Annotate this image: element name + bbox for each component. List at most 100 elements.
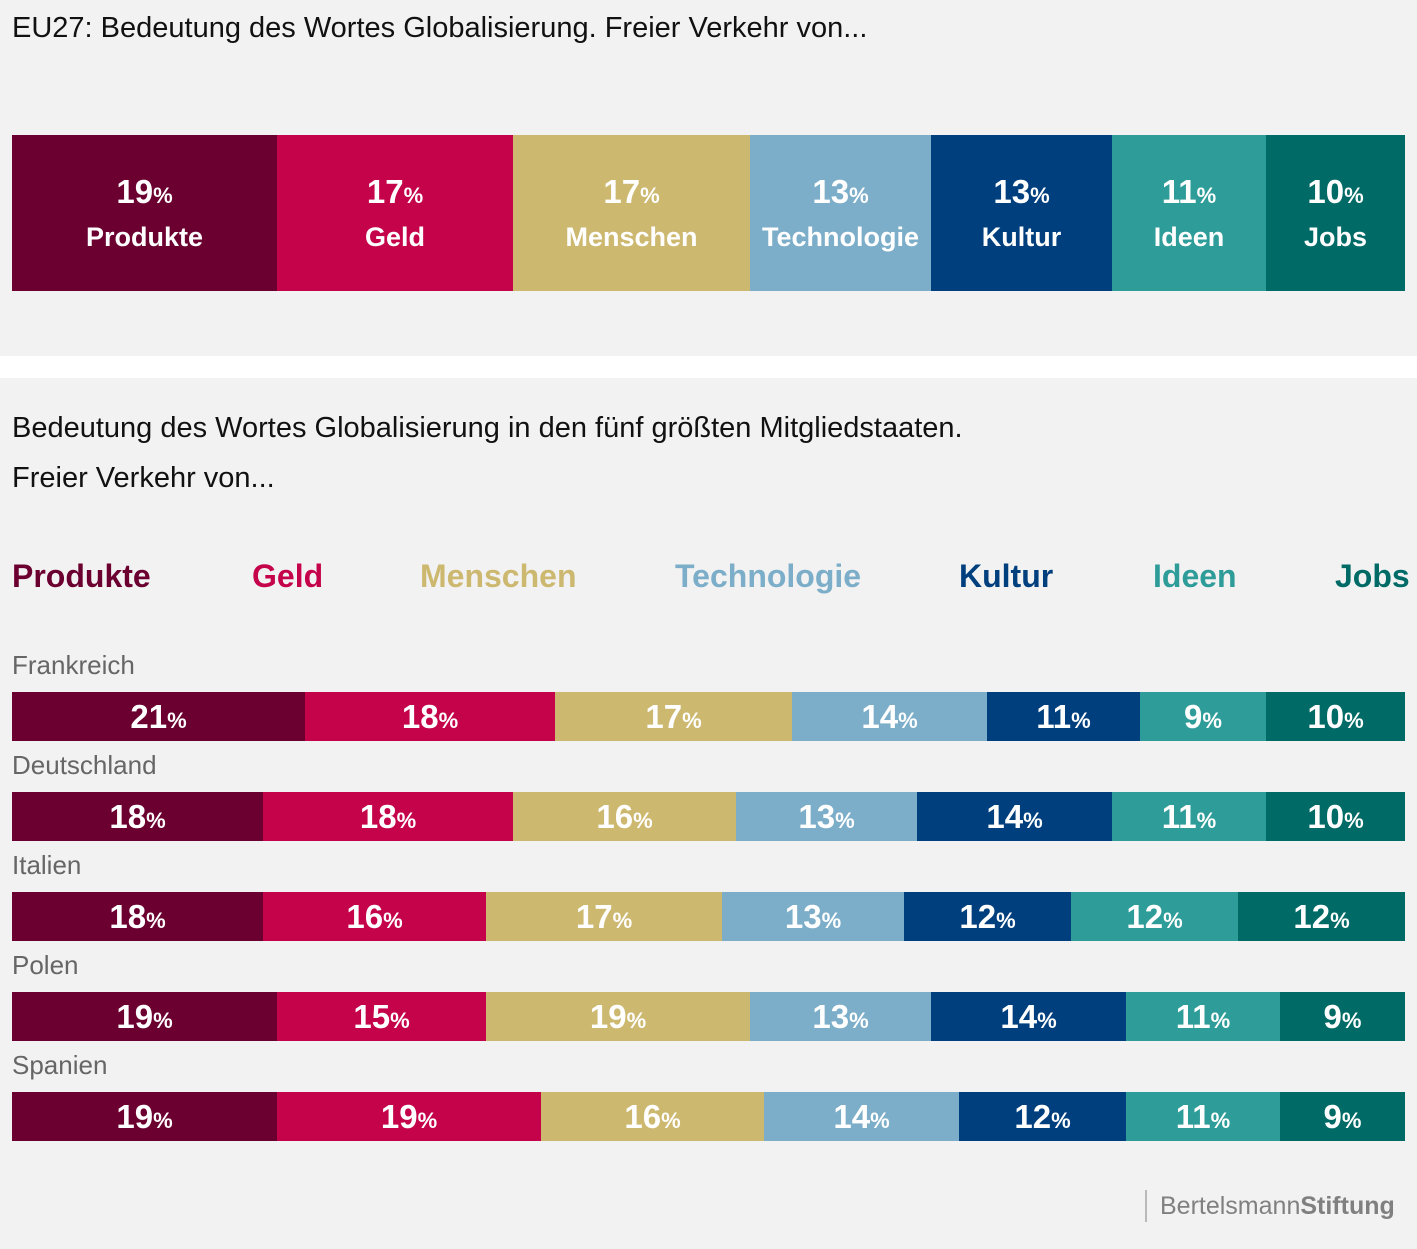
eu27-value-label: 19%	[116, 173, 173, 210]
polen-segment-jobs: 9%	[1280, 992, 1405, 1041]
deutschland-segment-menschen: 16%	[513, 792, 736, 841]
frankreich-segment-kultur: 11%	[987, 692, 1140, 741]
percent-sign: %	[849, 183, 869, 208]
frankreich-segment-technologie: 14%	[792, 692, 987, 741]
percent-sign: %	[835, 808, 855, 833]
deutschland-value-label: 16%	[596, 798, 653, 835]
percent-sign: %	[1202, 708, 1222, 733]
footer-divider	[1145, 1190, 1147, 1222]
percent-sign: %	[396, 808, 417, 833]
percent-sign: %	[153, 1008, 173, 1033]
polen-value-label: 14%	[1000, 998, 1057, 1035]
percent-sign: %	[403, 183, 424, 208]
row-label-deutschland: Deutschland	[12, 750, 157, 780]
italien-value-label: 18%	[109, 898, 166, 935]
polen-segment-ideen: 11%	[1126, 992, 1280, 1041]
italien-value-label: 12%	[1126, 898, 1183, 935]
percent-sign: %	[1051, 1108, 1071, 1133]
frankreich-value-label: 10%	[1307, 698, 1364, 735]
percent-sign: %	[821, 908, 842, 933]
deutschland-value-label: 14%	[986, 798, 1043, 835]
italien-segment-geld: 16%	[263, 892, 486, 941]
percent-sign: %	[682, 708, 702, 733]
spanien-value-label: 16%	[624, 1098, 681, 1135]
spanien-segment-produkte: 19%	[12, 1092, 277, 1141]
eu27-stacked-bar: 19% Produkte 17% Geld 17% Menschen 13% Technolo…	[12, 135, 1405, 291]
bertelsmann-stiftung-logo: BertelsmannStiftung	[1160, 1192, 1395, 1221]
italien-segment-jobs: 12%	[1238, 892, 1405, 941]
eu27-value-label: 13%	[993, 173, 1050, 210]
deutschland-segment-ideen: 11%	[1112, 792, 1266, 841]
eu27-segment-jobs: 10% Jobs	[1266, 135, 1405, 291]
italien-segment-kultur: 12%	[904, 892, 1071, 941]
percent-sign: %	[1344, 708, 1364, 733]
percent-sign: %	[1330, 908, 1350, 933]
percent-sign: %	[849, 1008, 869, 1033]
percent-sign: %	[417, 1108, 438, 1133]
deutschland-value-label: 13%	[798, 798, 855, 835]
deutschland-value-label: 10%	[1307, 798, 1364, 835]
percent-sign: %	[1344, 183, 1364, 208]
stacked-bar-frankreich: 21% 18% 17% 14% 11% 9% 10%	[12, 692, 1405, 741]
legend-item-ideen: Ideen	[1153, 558, 1237, 594]
spanien-segment-kultur: 12%	[959, 1092, 1126, 1141]
frankreich-segment-geld: 18%	[305, 692, 555, 741]
italien-segment-produkte: 18%	[12, 892, 263, 941]
frankreich-segment-ideen: 9%	[1140, 692, 1266, 741]
eu27-chart-title: EU27: Bedeutung des Wortes Globalisierun…	[12, 12, 868, 44]
percent-sign: %	[612, 908, 633, 933]
percent-sign: %	[1023, 808, 1043, 833]
frankreich-segment-produkte: 21%	[12, 692, 305, 741]
percent-sign: %	[661, 1108, 681, 1133]
row-label-frankreich: Frankreich	[12, 650, 135, 680]
frankreich-value-label: 14%	[861, 698, 918, 735]
percent-sign: %	[898, 708, 918, 733]
spanien-value-label: 9%	[1323, 1098, 1362, 1135]
italien-segment-menschen: 17%	[486, 892, 722, 941]
frankreich-segment-jobs: 10%	[1266, 692, 1405, 741]
percent-sign: %	[390, 1008, 410, 1033]
percent-sign: %	[383, 908, 403, 933]
spanien-value-label: 19%	[116, 1098, 173, 1135]
percent-sign: %	[870, 1108, 890, 1133]
eu27-segment-ideen: 11% Ideen	[1112, 135, 1266, 291]
eu27-category-label: Ideen	[1153, 222, 1225, 252]
percent-sign: %	[1071, 708, 1091, 733]
spanien-segment-menschen: 16%	[541, 1092, 764, 1141]
percent-sign: %	[1037, 1008, 1057, 1033]
eu27-value-label: 17%	[603, 173, 660, 210]
frankreich-value-label: 9%	[1184, 698, 1222, 735]
deutschland-segment-produkte: 18%	[12, 792, 263, 841]
row-label-polen: Polen	[12, 950, 79, 980]
deutschland-segment-technologie: 13%	[736, 792, 917, 841]
deutschland-segment-geld: 18%	[263, 792, 513, 841]
eu27-value-label: 13%	[812, 173, 869, 210]
eu27-category-label: Technologie	[761, 222, 919, 252]
percent-sign: %	[1344, 808, 1364, 833]
percent-sign: %	[1341, 1008, 1362, 1033]
deutschland-segment-jobs: 10%	[1266, 792, 1405, 841]
frankreich-value-label: 11%	[1036, 698, 1091, 735]
logo-text-bold: Stiftung	[1300, 1192, 1395, 1220]
percent-sign: %	[640, 183, 660, 208]
italien-value-label: 17%	[575, 898, 633, 935]
legend-item-technologie: Technologie	[675, 558, 862, 594]
percent-sign: %	[1210, 1008, 1231, 1033]
polen-segment-menschen: 19%	[486, 992, 750, 1041]
percent-sign: %	[633, 808, 653, 833]
percent-sign: %	[1210, 1108, 1231, 1133]
percent-sign: %	[1341, 1108, 1362, 1133]
percent-sign: %	[167, 708, 187, 733]
member-states-chart-subtitle: Freier Verkehr von...	[12, 462, 275, 494]
polen-value-label: 15%	[353, 998, 410, 1035]
spanien-value-label: 12%	[1014, 1098, 1071, 1135]
eu27-value-label: 17%	[366, 173, 424, 210]
member-states-chart-title: Bedeutung des Wortes Globalisierung in d…	[12, 412, 963, 444]
percent-sign: %	[1196, 183, 1217, 208]
italien-segment-ideen: 12%	[1071, 892, 1238, 941]
frankreich-value-label: 21%	[130, 698, 187, 735]
stacked-bar-italien: 18% 16% 17% 13% 12% 12% 12%	[12, 892, 1405, 941]
eu27-segment-geld: 17% Geld	[277, 135, 513, 291]
eu27-segment-menschen: 17% Menschen	[513, 135, 750, 291]
frankreich-segment-menschen: 17%	[555, 692, 792, 741]
